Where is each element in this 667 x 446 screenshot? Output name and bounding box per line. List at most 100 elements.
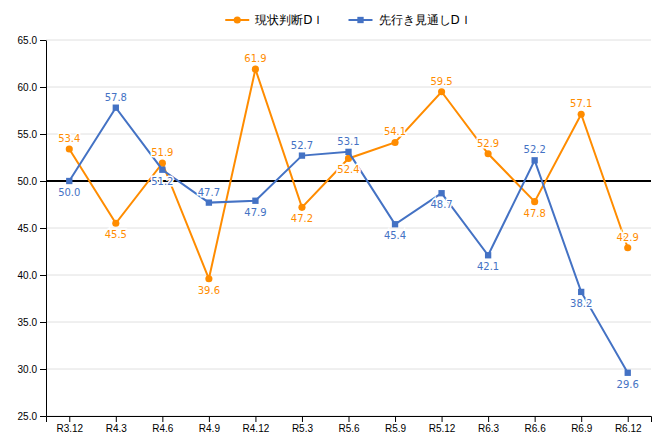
y-tick: 60.0 bbox=[18, 82, 46, 93]
series-marker bbox=[112, 220, 119, 227]
series-marker bbox=[624, 244, 631, 251]
grid-line bbox=[46, 322, 651, 323]
data-labels: 53.445.551.939.661.947.252.454.159.552.9… bbox=[58, 53, 639, 390]
series-marker bbox=[438, 190, 444, 196]
series-marker bbox=[345, 149, 351, 155]
grid-line bbox=[46, 369, 651, 370]
data-label: 59.5 bbox=[430, 76, 452, 87]
x-tick-mark bbox=[349, 416, 350, 422]
x-tick-label: R4.9 bbox=[199, 423, 221, 434]
y-tick-label: 25.0 bbox=[18, 411, 38, 422]
series-marker bbox=[485, 252, 491, 258]
data-label: 57.1 bbox=[570, 98, 592, 109]
y-tick: 35.0 bbox=[18, 317, 46, 328]
series-marker bbox=[625, 370, 631, 376]
y-tick-mark bbox=[40, 416, 46, 417]
y-tick: 30.0 bbox=[18, 364, 46, 375]
data-label: 52.7 bbox=[291, 140, 313, 151]
x-tick: R5.12 bbox=[429, 416, 456, 434]
data-label: 61.9 bbox=[244, 53, 266, 64]
y-axis: 25.0 30.0 35.0 40.0 45.0 50.0 55.0 60.0 65.0 bbox=[18, 35, 47, 422]
data-label: 45.4 bbox=[384, 230, 406, 241]
y-tick-mark bbox=[40, 369, 46, 370]
y-tick-mark bbox=[40, 134, 46, 135]
x-tick-label: R6.12 bbox=[615, 423, 642, 434]
x-tick-label: R6.6 bbox=[525, 423, 547, 434]
y-axis-line bbox=[46, 41, 47, 417]
reference-line bbox=[46, 180, 651, 182]
data-label: 51.2 bbox=[151, 176, 173, 187]
y-tick-label: 45.0 bbox=[18, 223, 38, 234]
y-tick-mark bbox=[40, 40, 46, 41]
y-tick-mark bbox=[40, 87, 46, 88]
grid-line bbox=[46, 87, 651, 88]
y-tick-label: 55.0 bbox=[18, 129, 38, 140]
x-tick-mark bbox=[162, 416, 163, 422]
x-tick-label: R5.12 bbox=[429, 423, 456, 434]
y-tick-label: 40.0 bbox=[18, 270, 38, 281]
x-tick-mark bbox=[581, 416, 582, 422]
data-label: 47.2 bbox=[291, 213, 313, 224]
x-tick: R4.6 bbox=[152, 416, 174, 434]
x-tick-mark bbox=[209, 416, 210, 422]
x-tick-mark bbox=[116, 416, 117, 422]
series-marker bbox=[252, 198, 258, 204]
data-label: 38.2 bbox=[570, 298, 592, 309]
data-label: 53.1 bbox=[337, 136, 359, 147]
data-label: 50.0 bbox=[58, 187, 80, 198]
data-label: 42.9 bbox=[617, 232, 639, 243]
x-tick-label: R5.9 bbox=[385, 423, 407, 434]
y-tick-label: 60.0 bbox=[18, 82, 38, 93]
legend-marker bbox=[234, 16, 241, 23]
data-label: 52.4 bbox=[337, 164, 359, 175]
x-tick: R3.12 bbox=[56, 416, 83, 434]
x-tick-mark bbox=[395, 416, 396, 422]
data-label: 52.9 bbox=[477, 138, 499, 149]
y-tick-label: 50.0 bbox=[18, 176, 38, 187]
data-label: 42.1 bbox=[477, 261, 499, 272]
series-marker bbox=[299, 152, 305, 158]
x-tick-label: R6.3 bbox=[478, 423, 500, 434]
x-tick-mark bbox=[628, 416, 629, 422]
legend-item: 現状判断DＩ bbox=[225, 13, 324, 27]
x-tick: R5.3 bbox=[292, 416, 314, 434]
y-tick-label: 35.0 bbox=[18, 317, 38, 328]
x-tick-label: R6.9 bbox=[571, 423, 593, 434]
series-marker bbox=[485, 150, 492, 157]
y-tick-mark bbox=[40, 228, 46, 229]
y-tick-label: 65.0 bbox=[18, 35, 38, 46]
series-marker bbox=[252, 66, 259, 73]
series-marker bbox=[298, 204, 305, 211]
legend: 現状判断DＩ先行き見通しDＩ bbox=[225, 13, 472, 27]
series-marker bbox=[206, 199, 212, 205]
series-marker bbox=[159, 167, 165, 173]
x-tick: R6.6 bbox=[525, 416, 547, 434]
series-marker bbox=[113, 105, 119, 111]
series-marker bbox=[391, 139, 398, 146]
series-marker bbox=[578, 111, 585, 118]
data-label: 53.4 bbox=[58, 133, 80, 144]
series-marker bbox=[438, 88, 445, 95]
x-tick-label: R4.12 bbox=[243, 423, 270, 434]
x-tick-mark bbox=[302, 416, 303, 422]
y-tick-mark bbox=[40, 181, 46, 182]
data-label: 51.9 bbox=[151, 147, 173, 158]
x-tick: R4.12 bbox=[243, 416, 270, 434]
y-tick-label: 30.0 bbox=[18, 364, 38, 375]
x-tick: R4.3 bbox=[106, 416, 128, 434]
grid bbox=[46, 40, 651, 416]
data-label: 39.6 bbox=[198, 285, 220, 296]
y-tick: 50.0 bbox=[18, 176, 46, 187]
x-axis: R3.12R4.3R4.6R4.9R4.12R5.3R5.6R5.9R5.12R… bbox=[47, 416, 652, 434]
x-tick-mark bbox=[488, 416, 489, 422]
x-tick-mark bbox=[442, 416, 443, 422]
x-tick: R5.9 bbox=[385, 416, 407, 434]
series-marker bbox=[531, 157, 537, 163]
series-marker bbox=[531, 198, 538, 205]
series-marker bbox=[205, 275, 212, 282]
x-tick: R6.12 bbox=[615, 416, 642, 434]
x-tick-mark bbox=[535, 416, 536, 422]
x-tick-label: R4.3 bbox=[106, 423, 128, 434]
series-line bbox=[69, 69, 627, 279]
y-tick-mark bbox=[40, 322, 46, 323]
